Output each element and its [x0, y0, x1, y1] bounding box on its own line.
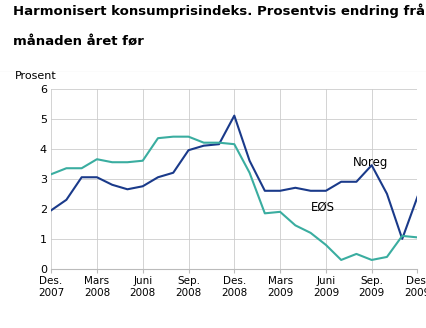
Text: Harmonisert konsumprisindeks. Prosentvis endring frå same: Harmonisert konsumprisindeks. Prosentvis…	[13, 4, 426, 18]
Text: EØS: EØS	[311, 201, 335, 214]
Text: Noreg: Noreg	[354, 156, 389, 169]
Text: Prosent: Prosent	[14, 72, 56, 81]
Text: månaden året før: månaden året før	[13, 35, 144, 48]
